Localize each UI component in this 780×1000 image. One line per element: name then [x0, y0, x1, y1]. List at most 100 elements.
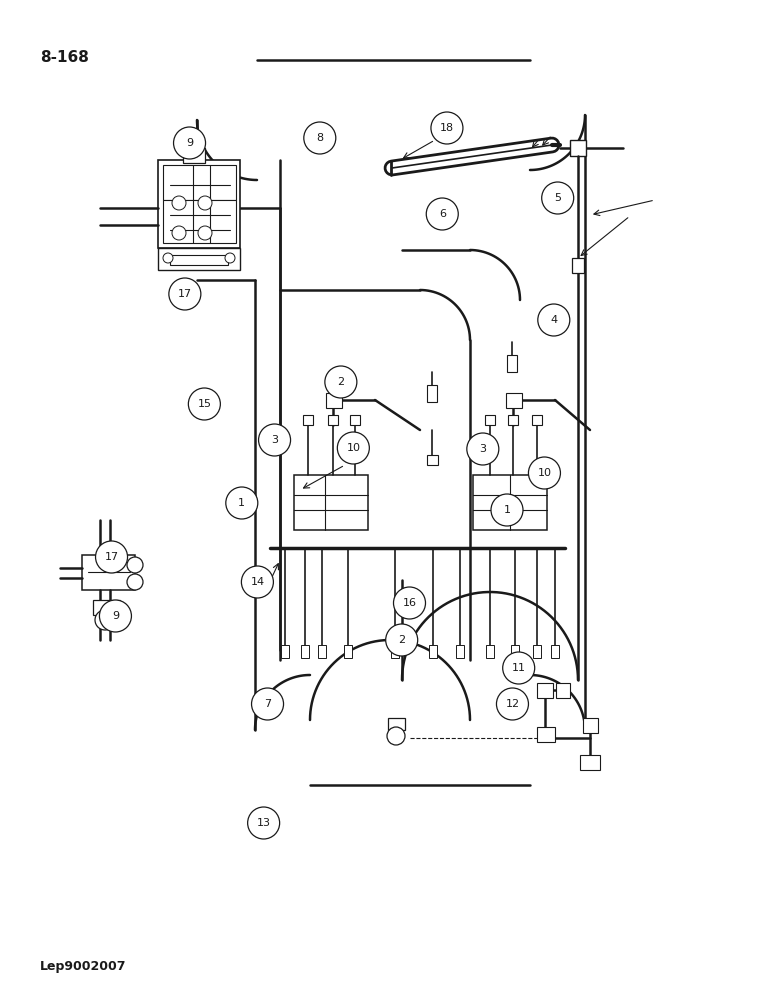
Bar: [391, 645, 399, 658]
Circle shape: [537, 304, 570, 336]
Circle shape: [541, 182, 574, 214]
Bar: [532, 415, 542, 425]
Circle shape: [258, 424, 291, 456]
Bar: [473, 475, 547, 530]
Circle shape: [198, 196, 212, 210]
Text: 11: 11: [512, 663, 526, 673]
Circle shape: [172, 196, 186, 210]
Circle shape: [225, 253, 235, 263]
Bar: [427, 385, 437, 402]
Text: 9: 9: [112, 611, 119, 621]
Bar: [318, 645, 326, 658]
Text: 12: 12: [505, 699, 519, 709]
Bar: [551, 645, 559, 658]
Circle shape: [168, 278, 201, 310]
Text: 2: 2: [398, 635, 406, 645]
Text: 8-168: 8-168: [40, 50, 89, 65]
Text: 8: 8: [316, 133, 324, 143]
Text: 1: 1: [504, 505, 510, 515]
Circle shape: [127, 557, 143, 573]
Text: 9: 9: [186, 138, 193, 148]
Bar: [170, 255, 228, 265]
Bar: [158, 160, 240, 248]
Text: 17: 17: [178, 289, 192, 299]
Bar: [456, 645, 464, 658]
Circle shape: [426, 198, 459, 230]
Text: 15: 15: [197, 399, 211, 409]
Bar: [556, 683, 570, 698]
Text: 1: 1: [239, 498, 245, 508]
Bar: [281, 645, 289, 658]
Circle shape: [337, 432, 370, 464]
Circle shape: [393, 587, 426, 619]
Text: 3: 3: [480, 444, 486, 454]
Bar: [580, 755, 600, 770]
Bar: [485, 415, 495, 425]
Circle shape: [95, 610, 115, 630]
Bar: [326, 393, 342, 408]
Bar: [294, 475, 368, 530]
Bar: [533, 645, 541, 658]
Circle shape: [247, 807, 280, 839]
Circle shape: [496, 688, 529, 720]
Text: 10: 10: [537, 468, 551, 478]
Circle shape: [95, 541, 128, 573]
Text: 7: 7: [264, 699, 271, 709]
Text: 13: 13: [257, 818, 271, 828]
Text: 18: 18: [440, 123, 454, 133]
Bar: [507, 355, 517, 372]
Bar: [183, 148, 205, 163]
Text: 3: 3: [271, 435, 278, 445]
Text: 5: 5: [555, 193, 561, 203]
Circle shape: [99, 600, 132, 632]
Circle shape: [491, 494, 523, 526]
Circle shape: [127, 574, 143, 590]
Text: 4: 4: [550, 315, 558, 325]
Circle shape: [188, 388, 221, 420]
Bar: [93, 600, 120, 615]
Circle shape: [172, 226, 186, 240]
Bar: [486, 645, 494, 658]
Bar: [388, 718, 405, 730]
Bar: [537, 727, 555, 742]
Bar: [537, 683, 553, 698]
Text: Lep9002007: Lep9002007: [40, 960, 126, 973]
Bar: [506, 393, 522, 408]
Circle shape: [528, 457, 561, 489]
Circle shape: [431, 112, 463, 144]
Circle shape: [385, 624, 418, 656]
Text: 2: 2: [337, 377, 345, 387]
Circle shape: [502, 652, 535, 684]
Bar: [511, 645, 519, 658]
Circle shape: [324, 366, 357, 398]
Bar: [583, 718, 598, 733]
Bar: [82, 555, 135, 590]
Bar: [344, 645, 352, 658]
Bar: [570, 140, 586, 156]
Text: 10: 10: [346, 443, 360, 453]
Bar: [163, 165, 236, 200]
Bar: [350, 415, 360, 425]
Bar: [429, 645, 437, 658]
Circle shape: [303, 122, 336, 154]
Bar: [572, 258, 584, 273]
Circle shape: [173, 127, 206, 159]
Text: 16: 16: [402, 598, 417, 608]
Text: 17: 17: [105, 552, 119, 562]
Bar: [163, 200, 236, 243]
Bar: [427, 455, 438, 465]
Circle shape: [225, 487, 258, 519]
Bar: [328, 415, 338, 425]
Bar: [508, 415, 518, 425]
Circle shape: [466, 433, 499, 465]
Circle shape: [241, 566, 274, 598]
Bar: [158, 248, 240, 270]
Circle shape: [251, 688, 284, 720]
Circle shape: [163, 253, 173, 263]
Circle shape: [387, 727, 405, 745]
Text: 14: 14: [250, 577, 264, 587]
Bar: [303, 415, 313, 425]
Text: 6: 6: [439, 209, 445, 219]
Bar: [301, 645, 309, 658]
Circle shape: [198, 226, 212, 240]
